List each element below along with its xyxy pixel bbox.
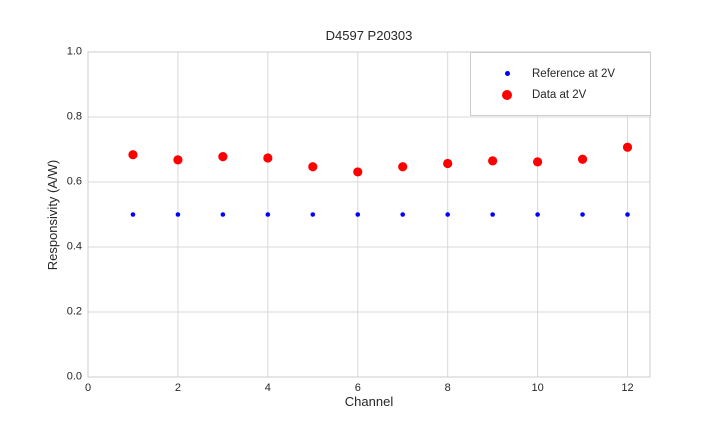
- data-point-reference: [355, 212, 361, 217]
- legend-marker-wrap: [495, 71, 519, 76]
- data-point-reference: [130, 212, 136, 217]
- data-point-data: [622, 142, 633, 152]
- data-point-reference: [625, 212, 630, 217]
- data-point-data: [263, 153, 273, 163]
- legend-label-reference: Reference at 2V: [532, 67, 616, 80]
- y-tick-label: 0.6: [66, 175, 82, 188]
- data-point-reference: [580, 212, 585, 217]
- data-point-data: [128, 150, 138, 160]
- plot-border: [87, 51, 651, 378]
- data-point-reference: [175, 212, 181, 217]
- data-point-reference: [535, 212, 540, 217]
- data-point-data: [173, 155, 183, 165]
- reference-marker-icon: [504, 71, 510, 76]
- legend-marker-wrap: [495, 89, 519, 100]
- x-tick-label: 4: [264, 382, 271, 394]
- data-point-data: [308, 162, 318, 172]
- x-tick-label: 12: [621, 382, 634, 394]
- data-point-reference: [310, 212, 316, 217]
- data-point-reference: [265, 212, 271, 217]
- y-tick-label: 0.0: [66, 370, 82, 383]
- legend-entry-reference: Reference at 2V: [495, 63, 650, 84]
- data-point-data: [443, 158, 453, 169]
- y-tick-label: 0.4: [66, 240, 82, 253]
- x-axis-label: Channel: [344, 394, 394, 409]
- data-point-data: [398, 162, 408, 172]
- y-tick-label: 0.2: [66, 305, 82, 318]
- data-point-reference: [445, 212, 450, 217]
- data-point-reference: [220, 212, 226, 217]
- data-point-data: [218, 152, 228, 162]
- legend: Reference at 2V Data at 2V: [470, 52, 651, 116]
- x-tick-label: 8: [444, 382, 451, 394]
- y-tick-label: 0.8: [66, 110, 82, 123]
- data-point-reference: [400, 212, 406, 217]
- chart-title: D4597 P20303: [325, 28, 413, 43]
- x-tick-label: 2: [174, 382, 181, 394]
- x-tick-label: 6: [354, 382, 361, 394]
- data-marker-icon: [502, 89, 512, 100]
- data-point-data: [353, 167, 363, 177]
- data-point-data: [488, 156, 498, 166]
- x-tick-label: 10: [531, 382, 544, 394]
- y-tick-label: 1.0: [66, 45, 82, 58]
- data-point-data: [533, 157, 543, 167]
- legend-entry-data: Data at 2V: [495, 84, 650, 105]
- legend-label-data: Data at 2V: [532, 88, 587, 101]
- x-tick-label: 0: [84, 382, 92, 394]
- data-point-data: [577, 154, 588, 164]
- data-point-reference: [490, 212, 495, 217]
